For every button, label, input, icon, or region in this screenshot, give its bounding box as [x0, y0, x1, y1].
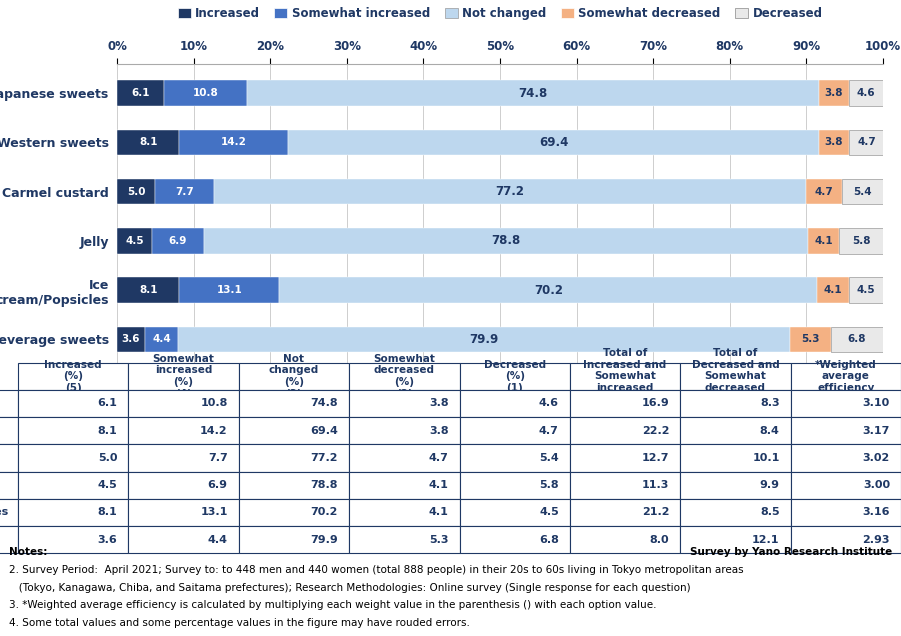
- Text: 4.4: 4.4: [152, 335, 171, 344]
- Text: 8.1: 8.1: [139, 285, 158, 295]
- Text: 78.8: 78.8: [492, 234, 521, 247]
- Text: 4.5: 4.5: [125, 236, 143, 246]
- Bar: [819, 130, 849, 155]
- Bar: [849, 130, 885, 155]
- Text: 14.2: 14.2: [221, 137, 247, 148]
- Text: 4.7: 4.7: [815, 186, 833, 197]
- Bar: [279, 277, 817, 303]
- Text: 8.1: 8.1: [139, 137, 158, 148]
- Text: 5.0: 5.0: [127, 186, 146, 197]
- Text: 79.9: 79.9: [469, 333, 499, 346]
- Bar: [179, 130, 288, 155]
- Text: 4.1: 4.1: [824, 285, 842, 295]
- Bar: [842, 179, 883, 204]
- Bar: [849, 80, 884, 106]
- Bar: [179, 277, 279, 303]
- Bar: [117, 277, 179, 303]
- Text: Survey by Yano Research Institute: Survey by Yano Research Institute: [690, 547, 892, 557]
- Bar: [151, 228, 205, 254]
- Bar: [247, 80, 819, 106]
- Text: 3.8: 3.8: [824, 137, 843, 148]
- Text: 5.4: 5.4: [853, 186, 871, 197]
- Bar: [117, 326, 145, 352]
- Text: 4. Some total values and some percentage values in the figure may have rouded er: 4. Some total values and some percentage…: [9, 618, 470, 628]
- Text: Notes:: Notes:: [9, 547, 48, 557]
- Bar: [808, 228, 840, 254]
- Text: 3. *Weighted average efficiency is calculated by multiplying each weight value i: 3. *Weighted average efficiency is calcu…: [9, 600, 657, 611]
- Bar: [117, 179, 156, 204]
- Bar: [145, 326, 178, 352]
- Text: 70.2: 70.2: [533, 284, 563, 296]
- Text: 4.5: 4.5: [857, 285, 875, 295]
- Bar: [164, 80, 247, 106]
- Text: 13.1: 13.1: [216, 285, 242, 295]
- Text: 10.8: 10.8: [192, 88, 218, 98]
- Text: 7.7: 7.7: [176, 186, 195, 197]
- Legend: Increased, Somewhat increased, Not changed, Somewhat decreased, Decreased: Increased, Somewhat increased, Not chang…: [173, 3, 827, 25]
- Text: 4.1: 4.1: [815, 236, 833, 246]
- Text: 3.6: 3.6: [122, 335, 141, 344]
- Bar: [790, 326, 831, 352]
- Bar: [819, 80, 849, 106]
- Text: 6.8: 6.8: [848, 335, 866, 344]
- Text: 2. Survey Period:  April 2021; Survey to: to 448 men and 440 women (total 888 pe: 2. Survey Period: April 2021; Survey to:…: [9, 565, 743, 575]
- Bar: [214, 179, 805, 204]
- Bar: [178, 326, 790, 352]
- Text: 5.3: 5.3: [801, 335, 820, 344]
- Bar: [817, 277, 849, 303]
- Text: 77.2: 77.2: [496, 185, 524, 198]
- Bar: [840, 228, 884, 254]
- Bar: [805, 179, 842, 204]
- Bar: [849, 277, 883, 303]
- Bar: [117, 130, 179, 155]
- Text: 4.6: 4.6: [857, 88, 876, 98]
- Text: 69.4: 69.4: [539, 136, 569, 149]
- Text: 4.7: 4.7: [857, 137, 876, 148]
- Text: 74.8: 74.8: [518, 86, 548, 100]
- Bar: [156, 179, 214, 204]
- Text: 6.9: 6.9: [168, 236, 187, 246]
- Bar: [117, 228, 151, 254]
- Bar: [117, 80, 164, 106]
- Text: (Tokyo, Kanagawa, Chiba, and Saitama prefectures); Research Methodologies: Onlin: (Tokyo, Kanagawa, Chiba, and Saitama pre…: [9, 583, 691, 593]
- Bar: [831, 326, 883, 352]
- Bar: [288, 130, 819, 155]
- Bar: [205, 228, 808, 254]
- Text: 3.8: 3.8: [824, 88, 843, 98]
- Text: 5.8: 5.8: [852, 236, 870, 246]
- Text: 6.1: 6.1: [132, 88, 150, 98]
